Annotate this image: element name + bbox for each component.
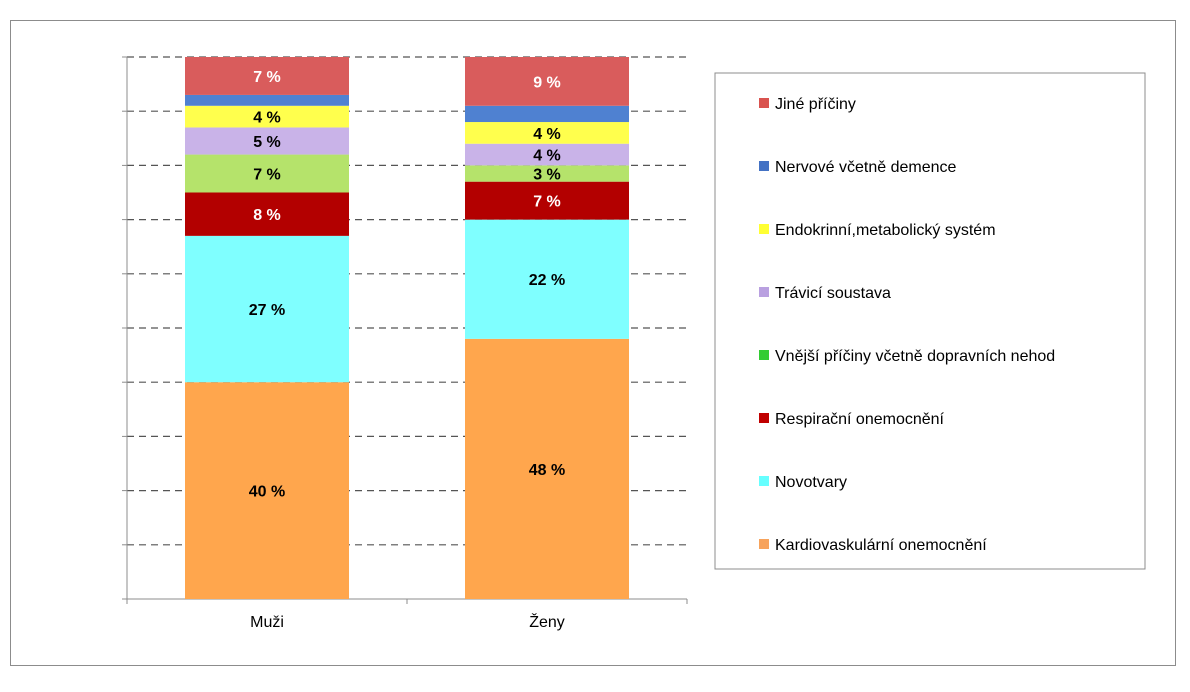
bar-endokrinni-metabolicky-system-muzi (185, 105, 349, 128)
bar-jine-priciny-zeny (465, 57, 629, 106)
legend-label-endokrinni-metabolicky-system: Endokrinní,metabolický systém (775, 222, 996, 239)
legend-swatch-endokrinni-metabolicky-system (759, 224, 769, 234)
legend-label-kardiovaskularni-onemocneni: Kardiovaskulární onemocnění (775, 537, 987, 554)
legend-swatch-vnejsi-priciny-vcetne-dopravnich-nehod (759, 350, 769, 360)
legend-swatch-respiracni-onemocneni (759, 413, 769, 423)
bar-travici-soustava-zeny (465, 143, 629, 166)
data-label-travici-soustava-zeny: 4 % (533, 148, 561, 165)
chart-frame: 40 % 27 % 8 % 7 % 5 % 4 % 7 % 48 % 22 % 7 % 3 % 4 %… (10, 20, 1176, 666)
category-label-zeny: Ženy (529, 612, 565, 631)
bar-nervove-vcetne-demence-muzi (185, 94, 349, 106)
data-label-novotvary-muzi: 27 % (249, 302, 285, 319)
data-label-respiracni-onemocneni-muzi: 8 % (253, 207, 281, 224)
data-label-vnejsi-priciny-vcetne-dopravnich-nehod-muzi: 7 % (253, 167, 281, 184)
legend-box (714, 72, 1146, 570)
bars (185, 57, 629, 599)
legend-label-respiracni-onemocneni: Respirační onemocnění (775, 411, 945, 428)
data-label-jine-priciny-muzi: 7 % (253, 69, 281, 86)
category-label-muzi: Muži (250, 614, 284, 631)
legend-label-novotvary: Novotvary (775, 474, 847, 491)
data-label-endokrinni-metabolicky-system-zeny: 4 % (533, 126, 561, 143)
data-label-travici-soustava-muzi: 5 % (253, 134, 281, 151)
stacked-bar-chart: 40 % 27 % 8 % 7 % 5 % 4 % 7 % 48 % 22 % 7 % 3 % 4 %… (122, 56, 1146, 631)
data-label-novotvary-zeny: 22 % (529, 272, 565, 289)
bar-novotvary-muzi (185, 235, 349, 383)
legend-swatch-jine-priciny (759, 98, 769, 108)
legend-swatch-travici-soustava (759, 287, 769, 297)
gridlines (127, 56, 687, 546)
category-labels: Muži Ženy (250, 612, 565, 631)
legend-swatch-nervove-vcetne-demence (759, 161, 769, 171)
legend: Jiné příčiny Nervové včetně demence Endokr… (714, 72, 1146, 570)
legend-label-travici-soustava: Trávicí soustava (775, 285, 891, 302)
bar-endokrinni-metabolicky-system-zeny (465, 122, 629, 144)
legend-label-jine-priciny: Jiné příčiny (775, 96, 856, 113)
bar-kardiovaskularni-onemocneni-muzi (185, 382, 349, 599)
bar-respiracni-onemocneni-muzi (185, 192, 349, 236)
bar-respiracni-onemocneni-zeny (465, 181, 629, 220)
data-label-kardiovaskularni-onemocneni-zeny: 48 % (529, 462, 565, 479)
legend-swatch-kardiovaskularni-onemocneni (759, 539, 769, 549)
bar-kardiovaskularni-onemocneni-zeny (465, 338, 629, 599)
data-label-kardiovaskularni-onemocneni-muzi: 40 % (249, 484, 285, 501)
bar-jine-priciny-muzi (185, 57, 349, 95)
bar-nervove-vcetne-demence-zeny (465, 105, 629, 123)
bar-vnejsi-priciny-vcetne-dopravnich-nehod-muzi (185, 154, 349, 193)
data-label-jine-priciny-zeny: 9 % (533, 74, 561, 91)
legend-label-nervove-vcetne-demence: Nervové včetně demence (775, 159, 957, 176)
data-label-endokrinni-metabolicky-system-muzi: 4 % (253, 110, 281, 127)
data-labels: 40 % 27 % 8 % 7 % 5 % 4 % 7 % 48 % 22 % 7 % 3 % 4 %… (249, 69, 565, 501)
bar-travici-soustava-muzi (185, 127, 349, 155)
bar-novotvary-zeny (465, 219, 629, 339)
legend-label-vnejsi-priciny-vcetne-dopravnich-nehod: Vnější příčiny včetně dopravních nehod (775, 348, 1055, 365)
data-label-vnejsi-priciny-vcetne-dopravnich-nehod-zeny: 3 % (533, 167, 561, 184)
legend-swatch-novotvary (759, 476, 769, 486)
bar-vnejsi-priciny-vcetne-dopravnich-nehod-zeny (465, 165, 629, 182)
data-label-respiracni-onemocneni-zeny: 7 % (533, 194, 561, 211)
